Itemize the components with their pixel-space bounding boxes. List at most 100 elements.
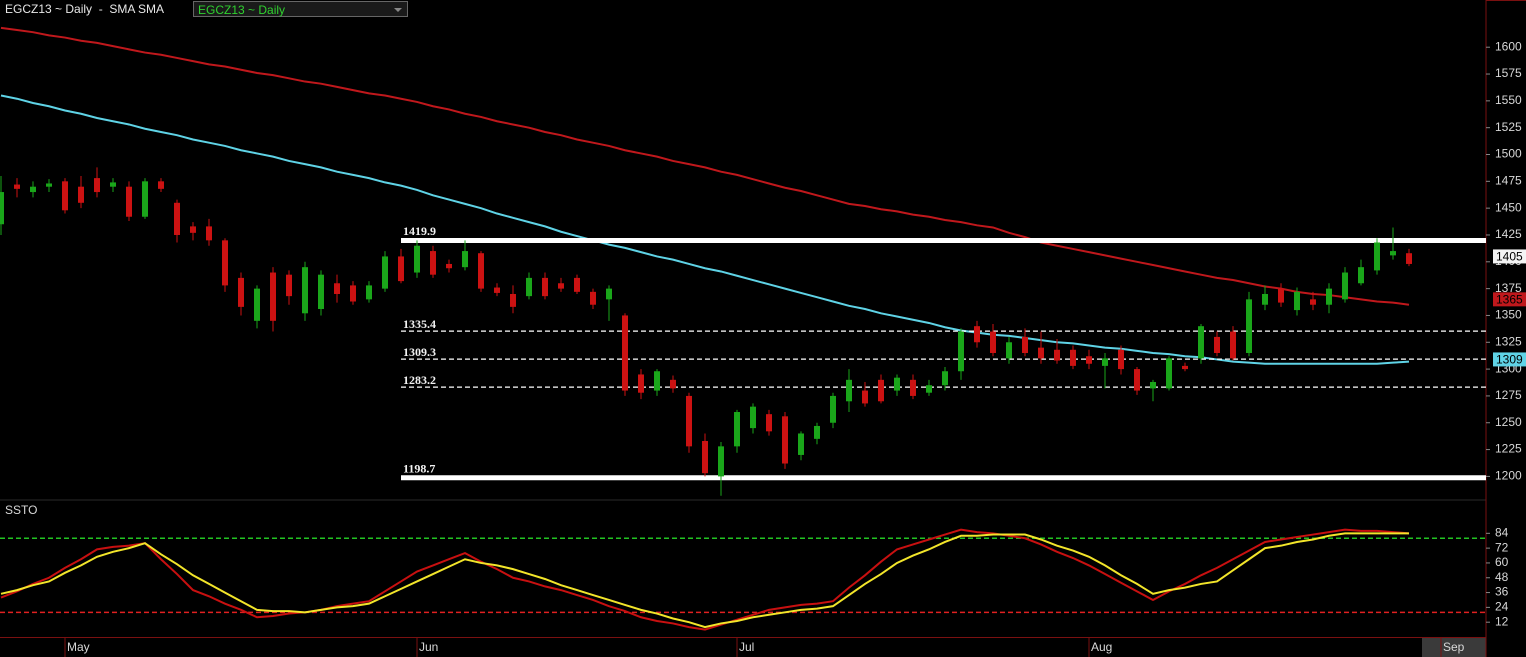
candle-body [1182,365,1188,370]
candle-body [0,192,4,225]
candle-body [830,395,836,423]
panel-title: SSTO [5,503,37,517]
candle-body [286,274,292,297]
candle-body [558,283,564,289]
y-tick-label: 1200 [1495,469,1522,483]
x-tick-label: Sep [1443,640,1465,654]
candle-body [1406,253,1412,264]
y-tick-label: 1375 [1495,281,1522,295]
y-tick-label: 48 [1495,570,1509,584]
candle-body [1230,331,1236,359]
candle-body [14,184,20,189]
candle-body [78,186,84,203]
candle-body [1262,293,1268,305]
y-tick-label: 1350 [1495,308,1522,322]
candle-body [318,274,324,310]
candle-body [1054,349,1060,361]
x-tick-label: Jun [419,640,438,654]
candle-body [1278,288,1284,303]
candle-body [1198,326,1204,359]
candle-body [270,272,276,321]
candle-body [1150,381,1156,389]
candle-body [878,379,884,402]
candle-body [622,315,628,391]
candle-body [254,288,260,321]
price-level-label: 1283.2 [403,373,436,387]
y-tick-label: 1325 [1495,334,1522,348]
y-tick-label: 84 [1495,525,1509,539]
price-tag-label: 1309 [1496,353,1523,367]
candle-body [110,182,116,187]
candle-body [990,331,996,354]
candle-body [334,283,340,294]
candle-body [814,425,820,439]
candle-body [542,277,548,297]
candle-body [1118,349,1124,370]
candle-body [862,390,868,404]
candle-body [302,267,308,314]
candle-body [718,446,724,477]
candle-body [158,181,164,189]
candle-body [1374,242,1380,271]
y-tick-label: 1500 [1495,147,1522,161]
candle-body [606,288,612,300]
candle-body [590,291,596,305]
candle-body [1358,267,1364,284]
price-tag-label: 1405 [1496,250,1523,264]
candle-body [430,251,436,275]
y-tick-label: 72 [1495,540,1509,554]
candle-body [30,186,36,193]
candle-body [366,285,372,300]
future-axis-area [1422,638,1486,657]
y-tick-label: 1525 [1495,120,1522,134]
candle-body [526,277,532,297]
candle-body [846,379,852,402]
candle-body [782,416,788,464]
price-tag [1493,249,1526,264]
symbol-title: EGCZ13 ~ Daily - SMA SMA [5,2,165,16]
y-tick-label: 1600 [1495,39,1522,53]
candle-body [1246,299,1252,354]
candle-body [1038,347,1044,359]
candle-body [670,379,676,389]
candle-body [686,395,692,447]
candle-body [62,181,68,211]
candle-body [1086,356,1092,364]
moving-average [0,94,1410,365]
price-level-label: 1419.9 [403,224,436,238]
candle-body [702,440,708,474]
y-tick-label: 1425 [1495,227,1522,241]
y-tick-label: 1275 [1495,388,1522,402]
candle-body [238,277,244,307]
candle-body [350,285,356,302]
y-tick-label: 60 [1495,555,1509,569]
x-tick-label: May [67,640,90,654]
candle-body [462,251,468,268]
y-tick-label: 12 [1495,614,1509,628]
candle-body [1342,272,1348,300]
y-tick-label: 1475 [1495,174,1522,188]
y-tick-label: 1550 [1495,93,1522,107]
candle-body [574,277,580,292]
candle-body [1310,299,1316,305]
moving-average [0,26,1410,306]
candle-body [942,371,948,386]
y-tick-label: 36 [1495,585,1509,599]
candle-body [126,186,132,217]
candle-body [1390,251,1396,256]
candle-body [446,263,452,269]
price-level-label: 1198.7 [403,462,435,476]
candle-body [734,412,740,447]
x-tick-label: Aug [1091,640,1112,654]
candle-body [974,326,980,343]
candle-body [766,414,772,432]
candle-body [206,226,212,241]
symbol-dropdown[interactable]: EGCZ13 ~ Daily [193,1,408,17]
candle-body [1166,358,1172,389]
candle-body [1134,369,1140,391]
candle-body [190,226,196,233]
candle-body [478,253,484,289]
candle-body [222,240,228,286]
